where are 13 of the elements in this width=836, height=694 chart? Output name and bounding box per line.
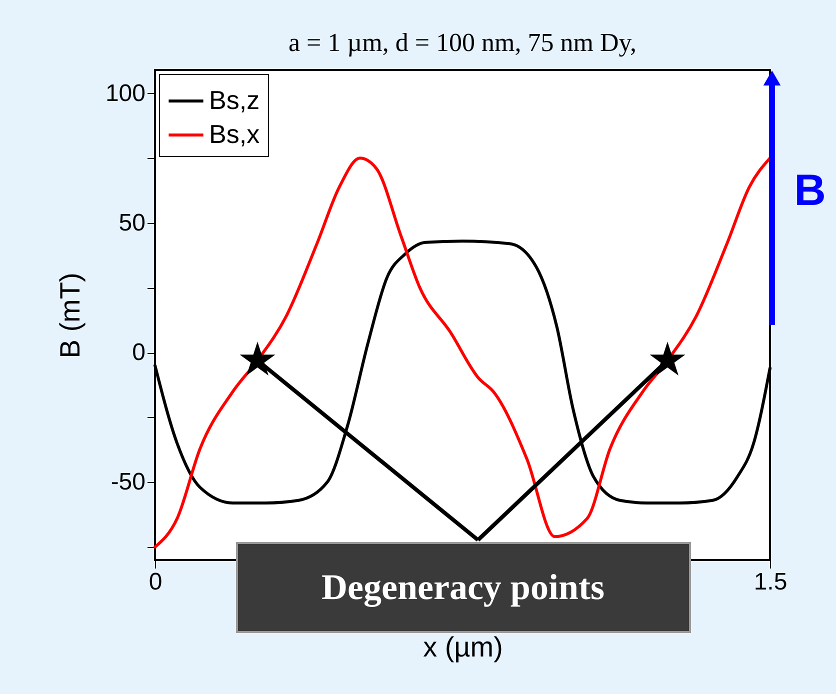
x-axis-title: x (µm) bbox=[423, 632, 503, 662]
x-tick-label: 1.5 bbox=[754, 568, 788, 596]
line-series bbox=[154, 156, 772, 549]
y-tick-label: 0 bbox=[132, 339, 146, 366]
y-axis-title: B (mT) bbox=[54, 272, 86, 358]
y-tick-label: 100 bbox=[105, 80, 146, 107]
text: B bbox=[794, 166, 826, 215]
text: Degeneracy points bbox=[322, 567, 604, 607]
legend-label: Bs,z bbox=[209, 85, 260, 115]
y-tick-label: -50 bbox=[110, 468, 146, 496]
y-tick-label: 50 bbox=[118, 209, 146, 236]
chart-title: a = 1 µm, d = 100 nm, 75 nm Dy, bbox=[288, 28, 637, 57]
legend-label: Bs,x bbox=[209, 119, 260, 149]
